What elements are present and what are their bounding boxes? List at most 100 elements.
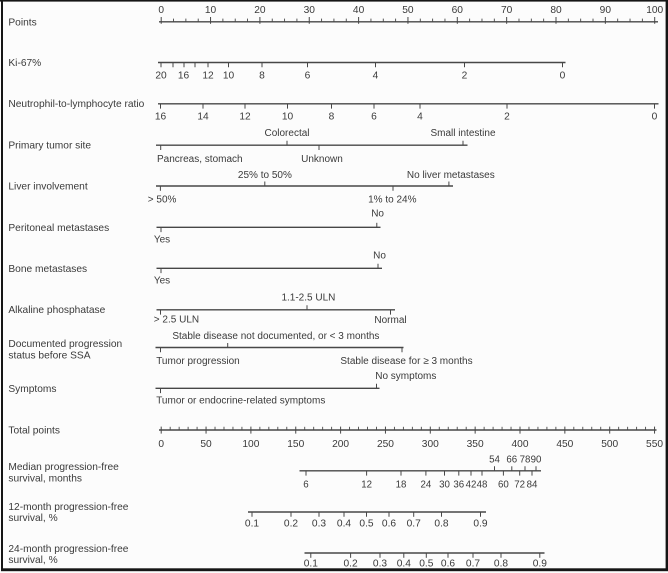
svg-text:6: 6 [303,479,308,490]
svg-text:Alkaline phosphatase: Alkaline phosphatase [8,305,105,316]
svg-text:Small intestine: Small intestine [430,128,495,139]
svg-text:450: 450 [556,439,573,450]
svg-text:6: 6 [371,112,377,123]
svg-text:8: 8 [329,112,335,123]
svg-text:400: 400 [512,439,529,450]
svg-text:10: 10 [282,112,294,123]
svg-text:6: 6 [305,71,311,82]
svg-text:30: 30 [304,5,316,16]
svg-text:Neutrophil-to-lymphocyte ratio: Neutrophil-to-lymphocyte ratio [8,99,144,110]
svg-text:No symptoms: No symptoms [375,371,436,382]
svg-text:0.8: 0.8 [494,559,508,570]
svg-text:Colorectal: Colorectal [264,128,309,139]
svg-text:Yes: Yes [154,276,170,287]
svg-text:24: 24 [421,479,432,490]
svg-text:4: 4 [373,71,379,82]
svg-text:Bone metastases: Bone metastases [8,264,87,275]
svg-text:84: 84 [527,479,538,490]
svg-text:1% to 24%: 1% to 24% [368,194,416,205]
svg-text:0.3: 0.3 [373,559,387,570]
svg-text:42: 42 [466,479,477,490]
svg-text:0: 0 [158,439,164,450]
svg-text:0.6: 0.6 [441,559,455,570]
svg-text:Tumor or endocrine-related sym: Tumor or endocrine-related symptoms [156,396,325,407]
svg-text:0.2: 0.2 [284,518,298,529]
svg-text:60: 60 [498,479,509,490]
svg-text:80: 80 [550,5,562,16]
svg-text:72: 72 [514,479,525,490]
svg-text:1.1-2.5 ULN: 1.1-2.5 ULN [281,292,335,303]
svg-text:Unknown: Unknown [301,154,343,165]
svg-text:0: 0 [560,71,566,82]
svg-text:18: 18 [396,479,407,490]
svg-text:Yes: Yes [154,235,170,246]
svg-text:0.1: 0.1 [304,559,318,570]
svg-text:150: 150 [287,439,304,450]
svg-text:500: 500 [601,439,618,450]
svg-text:20: 20 [254,5,266,16]
svg-text:36: 36 [453,479,464,490]
svg-text:300: 300 [422,439,439,450]
svg-text:0.7: 0.7 [466,559,480,570]
svg-text:0.1: 0.1 [245,518,259,529]
svg-text:0.6: 0.6 [382,518,396,529]
svg-text:100: 100 [242,439,259,450]
svg-text:Symptoms: Symptoms [8,384,56,395]
svg-text:> 2.5 ULN: > 2.5 ULN [154,315,199,326]
svg-text:350: 350 [467,439,484,450]
svg-text:66: 66 [506,454,517,465]
svg-text:0: 0 [158,5,164,16]
svg-text:50: 50 [402,5,414,16]
svg-text:status before SSA: status before SSA [8,351,90,362]
svg-text:Points: Points [8,17,36,28]
svg-text:550: 550 [646,439,663,450]
svg-text:90: 90 [600,5,612,16]
svg-text:48: 48 [477,479,488,490]
svg-text:250: 250 [377,439,394,450]
svg-text:Stable disease not documented,: Stable disease not documented, or < 3 mo… [172,331,379,342]
svg-text:12: 12 [361,479,372,490]
svg-text:survival, %: survival, % [8,555,57,566]
svg-text:No: No [371,208,384,219]
svg-text:survival, %: survival, % [8,513,57,524]
svg-text:200: 200 [332,439,349,450]
svg-text:12: 12 [202,71,214,82]
svg-text:12: 12 [239,112,251,123]
svg-text:14: 14 [197,112,209,123]
svg-text:0: 0 [652,112,658,123]
svg-text:4: 4 [417,112,423,123]
svg-text:0.5: 0.5 [359,518,373,529]
svg-text:Pancreas, stomach: Pancreas, stomach [157,154,243,165]
svg-text:8: 8 [259,71,265,82]
svg-text:50: 50 [200,439,212,450]
svg-text:12-month progression-free: 12-month progression-free [8,502,128,513]
svg-text:90: 90 [531,454,542,465]
svg-text:> 50%: > 50% [148,194,177,205]
svg-text:Total points: Total points [8,425,60,436]
svg-text:Peritoneal metastases: Peritoneal metastases [8,223,109,234]
svg-text:0.9: 0.9 [533,559,547,570]
svg-text:2: 2 [504,112,510,123]
svg-text:0.2: 0.2 [344,559,358,570]
svg-text:70: 70 [501,5,513,16]
svg-text:0.5: 0.5 [419,559,433,570]
svg-text:24-month progression-free: 24-month progression-free [8,544,128,555]
svg-text:25% to 50%: 25% to 50% [238,170,292,181]
svg-text:30: 30 [439,479,450,490]
svg-text:survival, months: survival, months [8,473,82,484]
svg-text:0.3: 0.3 [312,518,326,529]
svg-text:0.4: 0.4 [337,518,351,529]
svg-text:40: 40 [353,5,365,16]
svg-text:Liver involvement: Liver involvement [8,181,87,192]
svg-text:54: 54 [489,454,500,465]
svg-text:0.7: 0.7 [407,518,421,529]
svg-text:16: 16 [155,112,167,123]
svg-text:78: 78 [520,454,531,465]
svg-text:2: 2 [462,71,468,82]
svg-text:100: 100 [646,5,663,16]
svg-text:10: 10 [223,71,235,82]
svg-text:Normal: Normal [374,315,406,326]
svg-text:0.9: 0.9 [473,518,487,529]
svg-text:10: 10 [205,5,217,16]
svg-text:Stable disease for ≥ 3 months: Stable disease for ≥ 3 months [340,356,472,367]
